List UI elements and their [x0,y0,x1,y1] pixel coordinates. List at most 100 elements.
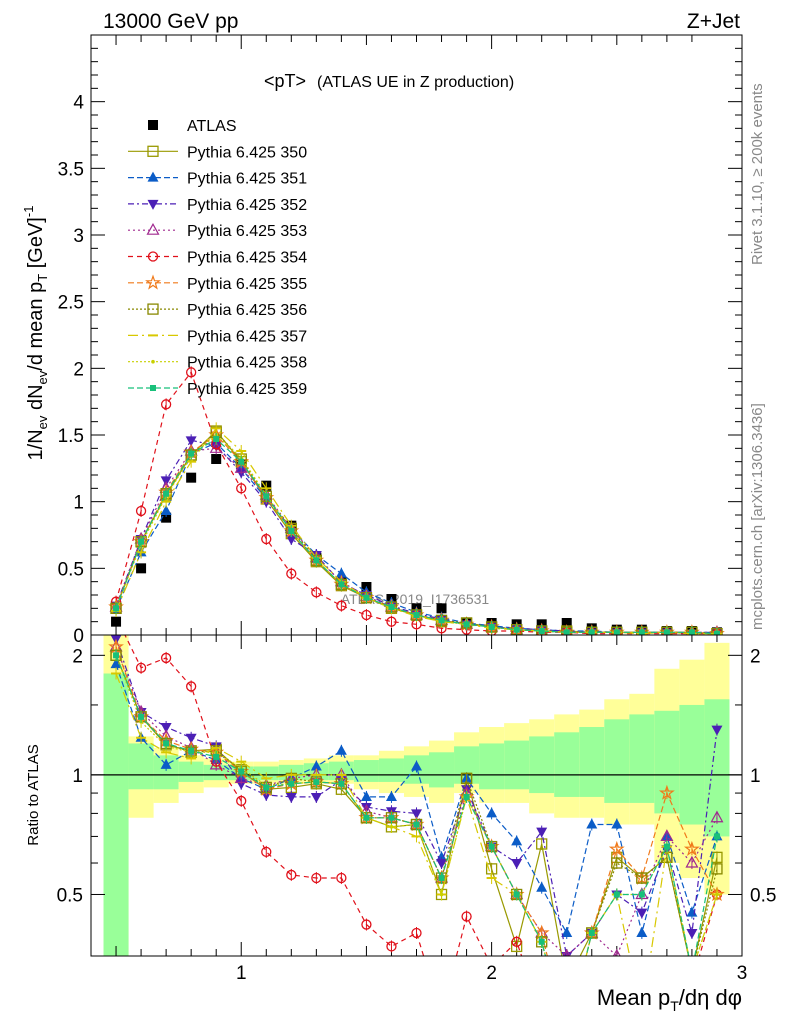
ratio-point-355 [658,784,675,800]
top-point-352 [285,535,297,545]
top-point-359 [388,604,395,610]
ratio-y-tick-label: 2 [72,646,83,667]
top-point-352 [185,436,197,447]
top-point-ATLAS [436,603,447,614]
ratio-point-353 [660,829,674,842]
legend-label-353: Pythia 6.425 353 [187,223,307,240]
ratio-point-359 [513,891,520,898]
ratio-point-359 [713,833,720,840]
ratio-point-355 [683,840,700,857]
ratio-point-359 [163,740,170,747]
ratio-point-356 [460,772,473,785]
ratio-point-351 [110,658,122,669]
ratio-point-359 [238,768,245,775]
top-point-354 [311,587,322,598]
ratio-point-359 [313,778,320,785]
ratio-point-355 [533,924,550,940]
legend-marker-354 [147,251,159,262]
bottom-panel-series [108,635,725,1019]
ratio-point-359 [113,652,120,659]
y-axis-label-top: 1/Nev dNev/d mean pT [GeV]-1 [21,206,50,461]
top-point-359 [588,629,595,635]
ratio-point-351 [686,906,698,917]
bottom-panel-frame [90,634,743,957]
band-green-segment [479,743,505,790]
header-left: 13000 GeV pp [103,10,238,33]
y-tick-label: 0 [73,626,84,647]
legend-marker-359 [150,385,156,391]
top-point-ATLAS [161,512,172,523]
ratio-point-359 [363,814,370,821]
top-point-359 [338,581,345,588]
ratio-point-354 [160,652,172,664]
ratio-point-354 [411,927,422,939]
band-green-segment [554,732,580,797]
top-point-354 [336,600,347,611]
y-tick-label: 2.5 [58,293,84,314]
ratio-point-359 [213,753,220,760]
top-point-351 [160,505,172,515]
ratio-point-354 [286,869,297,881]
ratio-point-359 [663,843,670,850]
top-point-354 [186,367,197,378]
top-point-353 [234,461,248,473]
x-tick-label: 3 [737,963,748,984]
band-green-segment [178,761,204,782]
ratio-point-356 [687,966,697,976]
top-point-ATLAS [136,563,147,574]
ratio-point-354 [461,911,472,922]
ratio-y-tick-label-right: 1 [750,766,761,787]
ratio-point-351 [586,818,598,829]
ratio-point-351 [611,818,623,829]
legend-marker-353 [146,222,160,235]
rivet-label: Rivet 3.1.10, ≥ 200k events [749,83,766,265]
legend-label-352: Pythia 6.425 352 [187,197,307,214]
ratio-point-354 [437,1010,446,1019]
ratio-point-359 [263,784,270,791]
legend-marker-355 [145,274,161,290]
ratio-point-352 [636,908,648,919]
ratio-point-350 [711,851,723,864]
ratio-point-352 [536,827,548,838]
ratio-point-351 [335,744,347,755]
y-axis-label-bottom: Ratio to ATLAS [25,744,42,845]
top-point-354 [236,483,247,494]
ratio-point-354 [336,872,347,884]
band-green-segment [353,760,379,782]
ratio-point-352 [711,725,723,736]
ratio-point-351 [486,807,498,818]
legend-marker-ATLAS [148,120,158,130]
ratio-point-354 [637,1010,646,1019]
ratio-point-351 [385,790,397,801]
top-point-359 [263,493,270,500]
ratio-point-354 [311,872,322,884]
ratio-point-359 [338,780,345,787]
band-green-segment [529,736,555,794]
ratio-point-350 [562,978,572,988]
ratio-point-354 [511,936,522,947]
ratio-point-351 [160,758,172,769]
band-green-segment [679,704,705,825]
ratio-point-354 [135,662,147,673]
top-point-359 [663,629,670,635]
ratio-point-359 [689,968,695,974]
legend-label-350: Pythia 6.425 350 [187,144,307,161]
top-point-359 [488,624,495,630]
top-point-359 [213,436,220,442]
band-green-segment [128,743,154,790]
ratio-point-359 [413,821,420,828]
ratio-point-352 [160,722,172,733]
legend-label-356: Pythia 6.425 356 [187,302,307,319]
top-point-359 [438,617,445,624]
ratio-point-352 [310,792,322,803]
ratio-point-351 [360,790,372,801]
y-tick-label: 4 [73,93,84,114]
top-point-359 [463,621,470,628]
ratio-point-352 [436,859,448,870]
legend-marker-352 [147,199,159,210]
top-point-359 [188,450,195,457]
band-green-segment [579,726,605,797]
ratio-y-tick-label: 0.5 [57,885,83,906]
ratio-point-350 [687,966,697,976]
